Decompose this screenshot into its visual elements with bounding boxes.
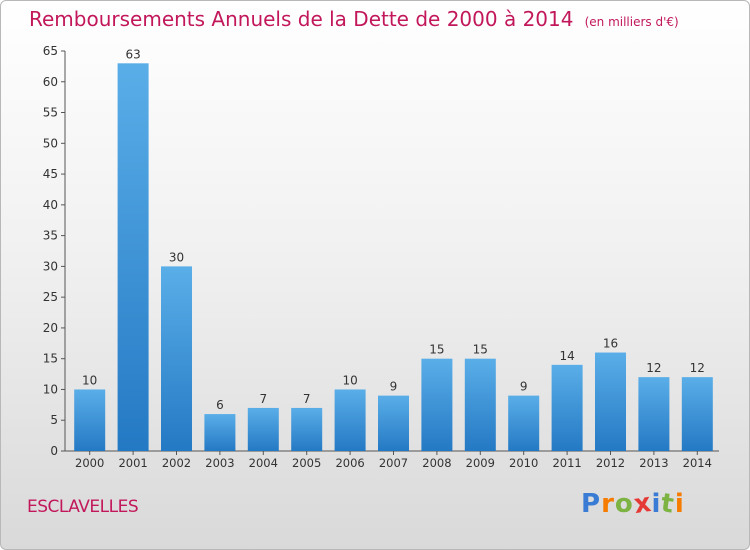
x-tick-label: 2003 [205, 456, 234, 470]
y-tick-label: 40 [43, 198, 58, 212]
bar [638, 377, 670, 451]
x-tick-label: 2005 [292, 456, 321, 470]
y-tick-label: 55 [43, 106, 58, 120]
data-label: 10 [342, 373, 357, 387]
y-tick-label: 15 [43, 352, 58, 366]
data-label: 12 [690, 361, 705, 375]
bar [161, 266, 192, 451]
logo-letter: o [614, 489, 634, 519]
data-label: 12 [646, 361, 661, 375]
data-label: 9 [390, 380, 398, 394]
data-label: 10 [82, 373, 97, 387]
y-tick-label: 65 [43, 44, 58, 58]
bar [334, 389, 366, 451]
data-label: 30 [169, 250, 184, 264]
y-tick-label: 50 [43, 136, 58, 150]
logo-letter: P [581, 489, 602, 519]
data-label: 16 [603, 337, 618, 351]
data-labels-group: 10 63 30 6 7 7 10 9 15 15 9 14 16 12 12 [82, 47, 705, 412]
data-label: 7 [259, 392, 267, 406]
bar [74, 389, 106, 451]
chart-unit-note: (en milliers d'€) [584, 15, 679, 29]
bar [508, 395, 540, 451]
data-label: 6 [216, 398, 224, 412]
bar [421, 358, 453, 451]
bar [291, 407, 323, 451]
x-tick-label: 2004 [249, 456, 278, 470]
bar [117, 63, 149, 452]
commune-name: ESCLAVELLES [27, 497, 139, 517]
x-tick-label: 2010 [509, 456, 538, 470]
data-label: 14 [559, 349, 574, 363]
y-tick-label: 10 [43, 382, 58, 396]
data-label: 15 [473, 343, 488, 357]
data-label: 9 [520, 380, 528, 394]
logo-letter: i [674, 489, 685, 519]
data-label: 7 [303, 392, 311, 406]
x-tick-label: 2000 [75, 456, 104, 470]
bar [464, 358, 496, 451]
chart-title: Remboursements Annuels de la Dette de 20… [29, 7, 679, 31]
y-tick-label: 30 [43, 259, 58, 273]
chart-title-text: Remboursements Annuels de la Dette de 20… [29, 7, 574, 31]
bar [595, 352, 626, 451]
bar [551, 364, 583, 451]
y-tick-label: 35 [43, 229, 58, 243]
x-tick-label: 2009 [466, 456, 495, 470]
y-tick-label: 45 [43, 167, 58, 181]
bar [204, 414, 236, 451]
bar [681, 377, 713, 451]
x-tick-label: 2008 [422, 456, 451, 470]
data-label: 15 [429, 343, 444, 357]
y-tick-label: 5 [50, 413, 58, 427]
x-tick-label: 2011 [552, 456, 581, 470]
x-tick-label: 2001 [118, 456, 147, 470]
x-tick-label: 2014 [683, 456, 712, 470]
logo-letter: x [631, 487, 654, 521]
y-tick-label: 0 [50, 444, 58, 458]
y-tick-label: 20 [43, 321, 58, 335]
x-tick-label: 2007 [379, 456, 408, 470]
y-tick-label: 60 [43, 75, 58, 89]
proxiti-logo[interactable]: Proxiti [581, 487, 685, 521]
y-axis: 0 5 10 15 20 25 30 35 40 45 50 55 60 65 [43, 44, 66, 458]
logo-letter: r [601, 489, 615, 519]
logo-letter: i [651, 489, 662, 519]
bars-group [74, 63, 713, 452]
x-axis: 2000 2001 2002 2003 2004 2005 2006 2007 2008 2009… [65, 450, 719, 470]
x-tick-label: 2012 [596, 456, 625, 470]
x-tick-label: 2002 [162, 456, 191, 470]
data-label: 63 [125, 47, 140, 61]
bar [378, 395, 409, 451]
y-tick-label: 25 [43, 290, 58, 304]
x-tick-label: 2013 [639, 456, 668, 470]
x-tick-label: 2006 [335, 456, 364, 470]
bar [247, 407, 279, 451]
